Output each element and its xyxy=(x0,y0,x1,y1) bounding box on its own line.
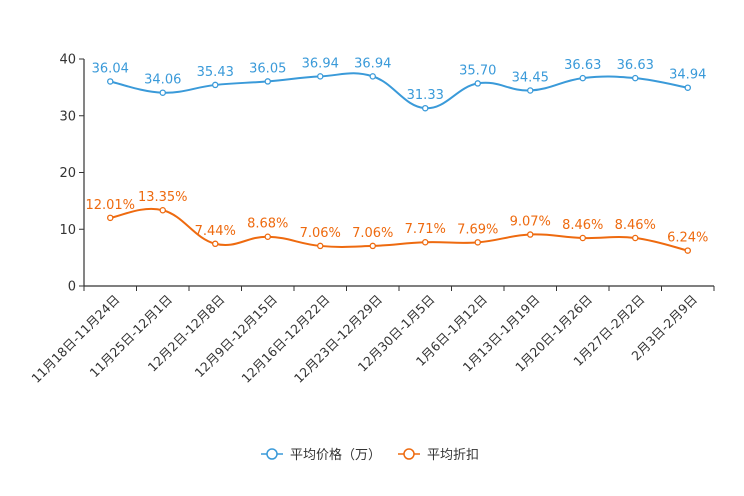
data-label: 36.94 xyxy=(354,56,391,71)
legend-label-discount: 平均折扣 xyxy=(427,448,479,463)
chart-series: 36.04 34.06 35.43 36.05 36.94 36.94 31.33 35.70… xyxy=(85,56,708,254)
y-tick-label: 20 xyxy=(59,166,76,181)
data-point xyxy=(527,87,534,94)
y-axis-ticks: 0 10 20 30 40 xyxy=(59,53,84,295)
data-label: 12.01% xyxy=(85,198,135,213)
data-label: 36.63 xyxy=(564,58,601,73)
data-point xyxy=(159,89,166,96)
data-point xyxy=(632,74,639,82)
data-label: 7.69% xyxy=(457,222,498,237)
y-tick-label: 40 xyxy=(59,53,76,68)
x-tick-label: 12月23日-12月29日 xyxy=(291,292,385,386)
legend-item-discount[interactable]: 平均折扣 xyxy=(398,448,479,463)
data-label: 36.63 xyxy=(617,58,654,73)
data-point xyxy=(632,234,639,242)
data-label: 7.06% xyxy=(300,226,341,241)
data-point xyxy=(159,206,166,214)
chart-legend[interactable]: 平均价格（万） 平均折扣 xyxy=(261,447,479,463)
data-label: 7.06% xyxy=(352,226,393,241)
data-label: 34.45 xyxy=(512,70,549,85)
x-tick-label: 11月18日-11月24日 xyxy=(28,292,122,386)
data-label: 34.94 xyxy=(669,68,706,83)
data-point xyxy=(107,78,114,85)
data-label: 8.68% xyxy=(247,217,288,232)
series-price: 36.04 34.06 35.43 36.05 36.94 36.94 31.33 35.70… xyxy=(92,56,706,112)
data-point xyxy=(684,247,692,254)
data-label: 8.46% xyxy=(615,218,656,233)
data-point xyxy=(107,214,114,222)
data-point xyxy=(264,233,271,240)
x-axis-ticks: 11月18日-11月24日11月25日-12月1日12月2日-12月8日12月9… xyxy=(28,286,715,386)
data-point xyxy=(316,242,324,250)
data-label: 36.05 xyxy=(249,61,286,76)
data-label: 13.35% xyxy=(138,190,188,205)
data-point xyxy=(369,242,376,250)
data-point xyxy=(211,81,219,89)
data-label: 7.44% xyxy=(195,224,236,239)
legend-label-price: 平均价格（万） xyxy=(290,447,381,463)
data-label: 36.04 xyxy=(92,61,129,76)
data-point xyxy=(579,74,587,82)
data-point xyxy=(264,78,271,85)
data-point xyxy=(421,238,429,246)
data-point xyxy=(369,73,376,80)
data-point xyxy=(684,84,692,91)
data-label: 36.94 xyxy=(302,56,339,71)
data-point xyxy=(211,240,219,248)
data-label: 8.46% xyxy=(562,218,603,233)
legend-item-price[interactable]: 平均价格（万） xyxy=(261,447,381,463)
data-label: 35.43 xyxy=(197,65,234,80)
data-label: 9.07% xyxy=(510,215,551,230)
data-label: 31.33 xyxy=(407,88,444,103)
series-line xyxy=(110,208,688,252)
y-tick-label: 10 xyxy=(59,223,76,238)
y-tick-label: 30 xyxy=(59,109,76,124)
data-label: 35.70 xyxy=(459,63,496,78)
x-tick-label: 12月16日-12月22日 xyxy=(238,292,332,386)
data-label: 7.71% xyxy=(405,222,446,237)
data-point xyxy=(421,104,429,112)
data-point xyxy=(579,234,587,242)
data-point xyxy=(474,80,481,87)
data-point xyxy=(474,239,481,246)
data-label: 34.06 xyxy=(144,73,181,88)
data-point xyxy=(316,73,324,80)
series-discount: 12.01%13.35% 7.44% 8.68% 7.06% 7.06% 7.71% 7.6… xyxy=(85,190,708,254)
data-point xyxy=(527,231,534,238)
data-label: 6.24% xyxy=(667,231,708,246)
y-tick-label: 0 xyxy=(68,280,76,295)
